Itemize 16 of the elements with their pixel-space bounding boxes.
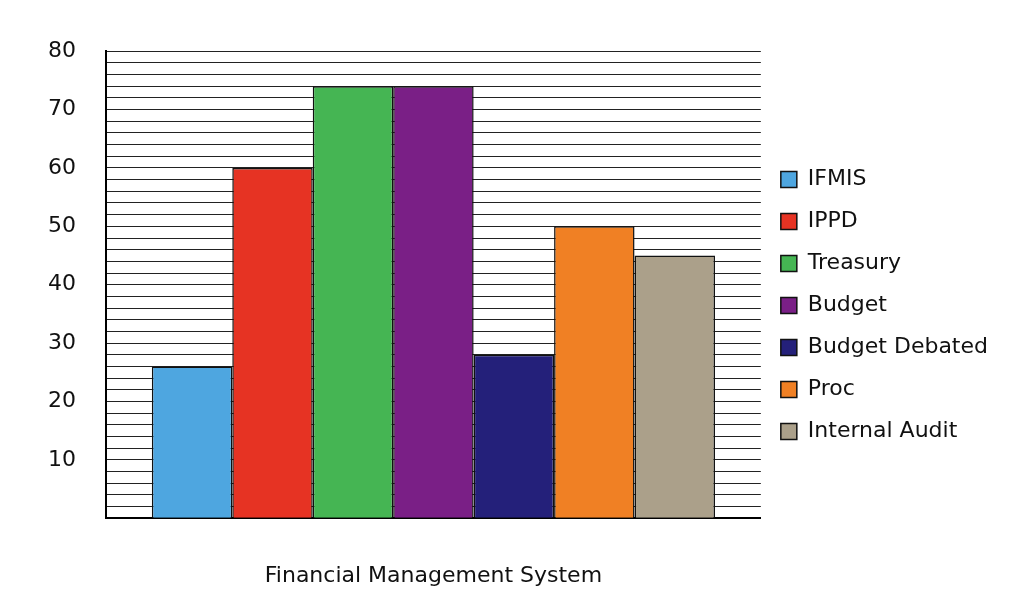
legend-label: IFMIS <box>807 165 867 191</box>
legend-label: IPPD <box>807 207 858 233</box>
legend-label: Proc <box>807 375 855 401</box>
y-tick-label: 50 <box>47 212 76 238</box>
legend-label: Budget Debated <box>807 333 988 359</box>
y-tick-label: 10 <box>47 445 76 471</box>
y-tick-label: 40 <box>47 270 76 296</box>
legend-label: Budget <box>807 291 888 317</box>
y-tick-label: 80 <box>47 36 76 62</box>
legend-label: Internal Audit <box>807 417 958 443</box>
y-tick-label: 60 <box>47 153 76 179</box>
y-tick-label: 20 <box>47 387 76 413</box>
y-tick-label: 30 <box>47 328 76 354</box>
y-tick-label: 70 <box>47 95 76 121</box>
legend-label: Treasury <box>806 249 902 275</box>
x-axis-title: Financial Management System <box>264 561 603 587</box>
